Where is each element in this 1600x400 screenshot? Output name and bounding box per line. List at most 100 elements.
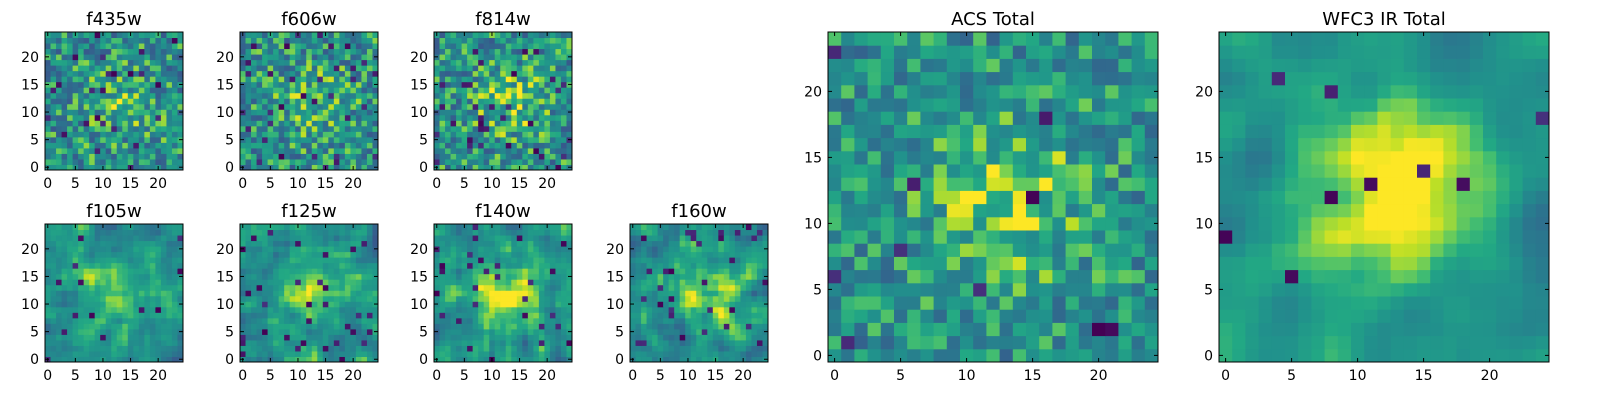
heatmap-cell	[45, 235, 52, 242]
heatmap-cell	[489, 279, 496, 286]
heatmap-cell	[295, 345, 302, 352]
heatmap-cell	[122, 345, 129, 352]
heatmap-cell	[328, 350, 335, 357]
heatmap-cell	[83, 334, 90, 341]
heatmap-cell	[251, 142, 258, 149]
heatmap-cell	[1039, 150, 1053, 165]
heatmap-cell	[549, 54, 556, 61]
heatmap-cell	[295, 37, 302, 44]
heatmap-cell	[78, 257, 85, 264]
heatmap-cell	[679, 317, 686, 324]
heatmap-cell	[278, 268, 285, 275]
heatmap-cell	[256, 164, 263, 171]
heatmap-cell	[555, 65, 562, 72]
heatmap-cell	[105, 120, 112, 127]
heatmap-cell	[45, 240, 52, 247]
heatmap-cell	[701, 339, 708, 346]
heatmap-cell	[1144, 243, 1159, 257]
heatmap-cell	[149, 229, 156, 236]
heatmap-cell	[171, 301, 178, 308]
heatmap-cell	[328, 246, 335, 253]
heatmap-cell	[344, 356, 351, 363]
heatmap-cell	[100, 87, 107, 94]
heatmap-cell	[177, 92, 184, 99]
heatmap-cell	[45, 48, 52, 55]
heatmap-cell	[361, 158, 368, 165]
heatmap-cell	[434, 114, 441, 121]
heatmap-cell	[155, 65, 162, 72]
heatmap-cell	[311, 87, 318, 94]
heatmap-cell	[1052, 282, 1067, 297]
heatmap-cell	[920, 256, 935, 271]
heatmap-cell	[854, 150, 869, 165]
heatmap-cell	[555, 54, 562, 61]
heatmap-cell	[701, 246, 708, 253]
heatmap-cell	[171, 268, 178, 275]
heatmap-cell	[361, 164, 368, 171]
heatmap-cell	[160, 301, 167, 308]
heatmap-cell	[456, 54, 463, 61]
heatmap-cell	[652, 284, 659, 291]
heatmap-cell	[372, 312, 379, 319]
heatmap-cell	[894, 243, 908, 257]
heatmap-cell	[94, 81, 101, 88]
heatmap-cell	[67, 103, 74, 110]
heatmap-cell	[122, 70, 129, 77]
heatmap-cell	[372, 290, 379, 297]
heatmap-cell	[635, 345, 642, 352]
heatmap-cell	[712, 229, 719, 236]
heatmap-cell	[149, 131, 156, 138]
heatmap-cell	[461, 334, 468, 341]
heatmap-cell	[300, 48, 307, 55]
heatmap-cell	[133, 164, 140, 171]
heatmap-cell	[317, 345, 324, 352]
heatmap-cell	[171, 70, 178, 77]
heatmap-cell	[690, 240, 697, 247]
heatmap-cell	[652, 224, 659, 231]
heatmap-cell	[478, 345, 485, 352]
heatmap-cell	[256, 262, 263, 269]
heatmap-cell	[467, 229, 474, 236]
heatmap-cell	[986, 296, 1001, 310]
heatmap-cell	[350, 120, 357, 127]
heatmap-cell	[355, 65, 362, 72]
heatmap-cell	[472, 103, 479, 110]
heatmap-cell	[50, 125, 57, 132]
heatmap-cell	[50, 251, 57, 258]
heatmap-cell	[533, 323, 540, 330]
heatmap-cell	[734, 229, 741, 236]
heatmap-cell	[472, 114, 479, 121]
heatmap-cell	[1144, 269, 1159, 284]
heatmap-cell	[555, 125, 562, 132]
heatmap-cell	[350, 43, 357, 50]
heatmap-cell	[328, 235, 335, 242]
heatmap-cell	[83, 87, 90, 94]
heatmap-cell	[144, 37, 151, 44]
heatmap-cell	[300, 81, 307, 88]
heatmap-cell	[467, 76, 474, 83]
heatmap-cell	[122, 142, 129, 149]
heatmap-cell	[494, 59, 501, 66]
heatmap-cell	[83, 246, 90, 253]
heatmap-cell	[61, 284, 68, 291]
heatmap-cell	[1118, 243, 1133, 257]
heatmap-cell	[740, 306, 747, 313]
x-tick-label: 5	[266, 176, 275, 192]
heatmap-cell	[94, 114, 101, 121]
heatmap-cell	[284, 125, 291, 132]
heatmap-cell	[72, 109, 79, 116]
heatmap-cell	[311, 301, 318, 308]
heatmap-cell	[527, 290, 534, 297]
heatmap-cell	[344, 323, 351, 330]
heatmap-cell	[907, 177, 921, 191]
heatmap-cell	[635, 356, 642, 363]
heatmap-cell	[867, 216, 882, 231]
heatmap-cell	[122, 273, 129, 280]
heatmap-cell	[467, 257, 474, 264]
heatmap-cell	[127, 246, 134, 253]
heatmap-cell	[560, 120, 567, 127]
heatmap-cell	[489, 37, 496, 44]
heatmap-cell	[317, 109, 324, 116]
heatmap-cell	[445, 87, 452, 94]
heatmap-cell	[361, 312, 368, 319]
